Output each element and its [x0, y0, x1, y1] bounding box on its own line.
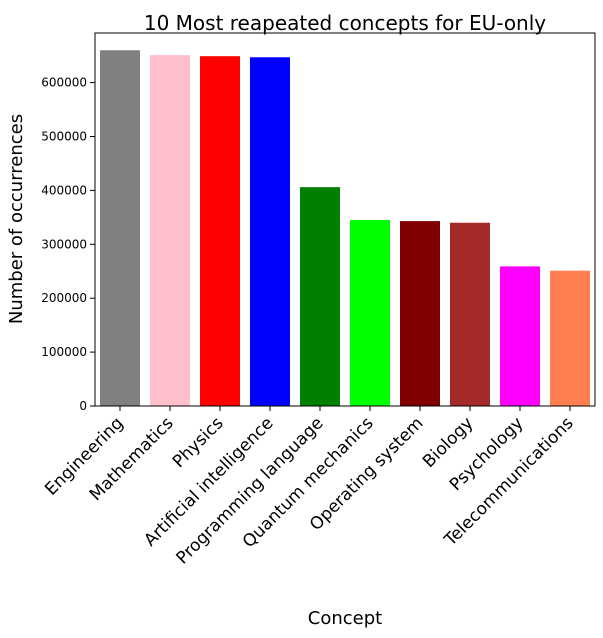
bar-programming-language — [300, 187, 340, 406]
bar-operating-system — [400, 221, 440, 406]
bar-quantum-mechanics — [350, 220, 390, 406]
y-tick-label: 600000 — [41, 76, 87, 90]
x-axis-label: Concept — [308, 608, 382, 629]
y-tick-label: 500000 — [41, 129, 87, 143]
y-tick-label: 200000 — [41, 291, 87, 305]
y-tick-label: 100000 — [41, 345, 87, 359]
bar-artificial-intelligence — [250, 57, 290, 406]
x-axis-ticks: EngineeringMathematicsPhysicsArtificial … — [41, 406, 578, 568]
plot-area — [94, 32, 596, 407]
bar-engineering — [100, 50, 140, 406]
y-tick-label: 300000 — [41, 237, 87, 251]
y-axis-ticks: 0 100000 200000 300000 400000 500000 600000 — [41, 76, 95, 413]
y-axis-label: Number of occurrences — [6, 114, 27, 324]
bar-mathematics — [150, 55, 190, 406]
y-tick-label: 0 — [79, 399, 87, 413]
bar-physics — [200, 56, 240, 407]
bar-telecommunications — [550, 270, 590, 406]
bars-group — [100, 50, 590, 407]
bar-biology — [450, 222, 490, 406]
y-tick-label: 400000 — [41, 183, 87, 197]
axes-frame — [94, 32, 596, 407]
bar-psychology — [500, 266, 540, 406]
chart-title: 10 Most reapeated concepts for EU-only — [144, 11, 546, 35]
